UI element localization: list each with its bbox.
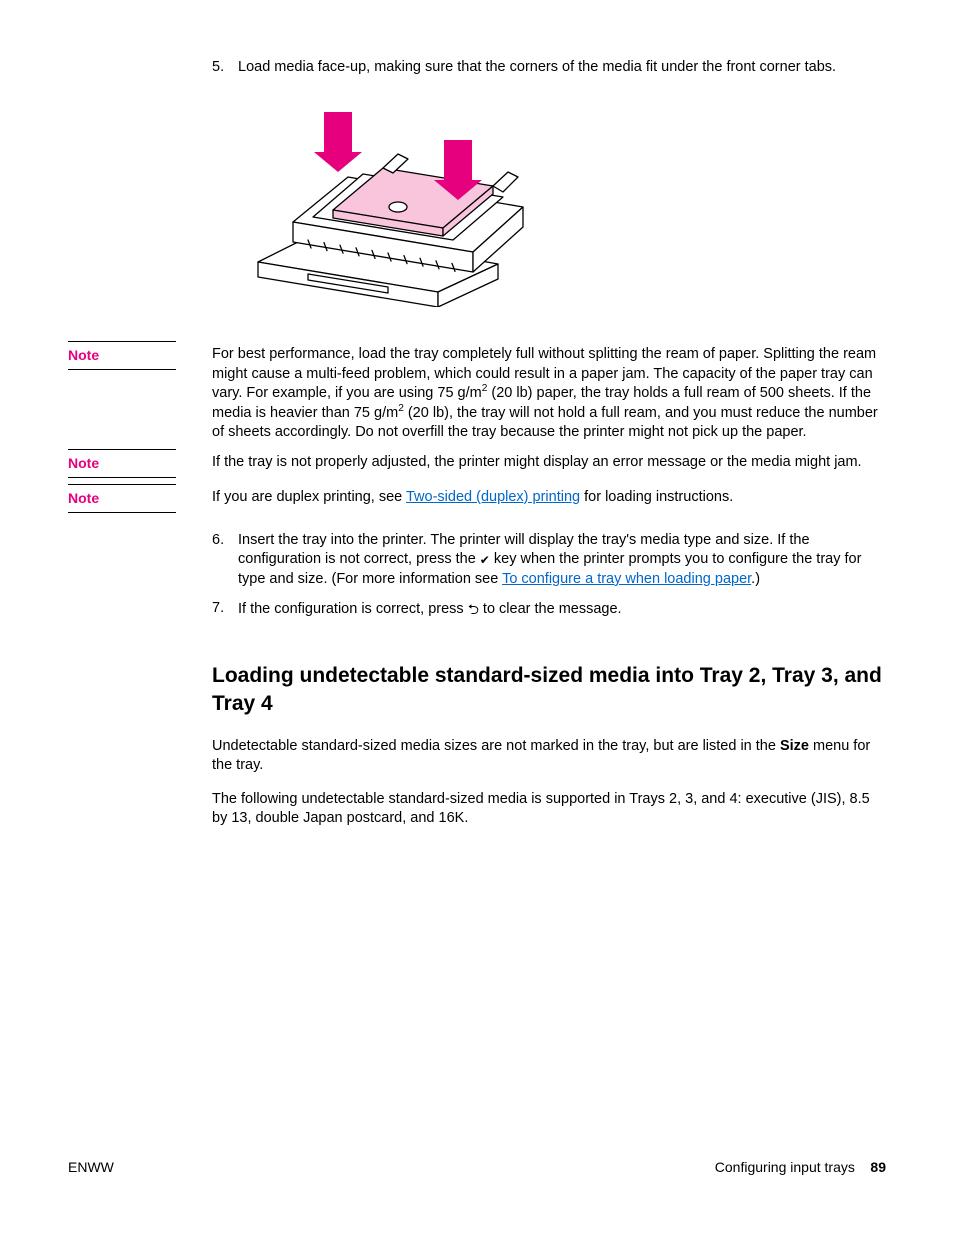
note-label: Note [68,342,99,369]
notes-section: Note For best performance, load the tray … [68,341,886,513]
tray-diagram [238,92,886,314]
duplex-printing-link[interactable]: Two-sided (duplex) printing [406,489,580,505]
step-7-number: 7. [212,599,238,620]
note-body: If you are duplex printing, see Two-side… [212,484,886,513]
step-7: 7. If the configuration is correct, pres… [212,599,886,620]
footer-right: Configuring input trays 89 [715,1158,886,1177]
page: 5. Load media face-up, making sure that … [0,0,954,829]
step-7-text: If the configuration is correct, press ⮌… [238,599,886,620]
back-icon: ⮌ [468,601,479,617]
note-row: Note For best performance, load the tray … [68,341,886,443]
paragraph-2: The following undetectable standard-size… [212,790,886,829]
page-footer: ENWW Configuring input trays 89 [68,1158,886,1177]
configure-tray-link[interactable]: To configure a tray when loading paper [502,571,751,587]
step-5-text: Load media face-up, making sure that the… [238,58,886,78]
note-label: Note [68,450,99,477]
note-row: Note If the tray is not properly adjusted… [68,449,886,478]
step-6: 6. Insert the tray into the printer. The… [212,531,886,620]
section: Loading undetectable standard-sized medi… [212,662,886,829]
paragraph-1: Undetectable standard-sized media sizes … [212,737,886,776]
note-label: Note [68,485,99,512]
step-6-number: 6. [212,531,238,590]
note-body: If the tray is not properly adjusted, th… [212,449,886,478]
note-body: For best performance, load the tray comp… [212,341,886,443]
section-heading: Loading undetectable standard-sized medi… [212,662,886,719]
footer-left: ENWW [68,1158,114,1177]
check-icon: ✔ [480,553,490,567]
note-row: Note If you are duplex printing, see Two-… [68,484,886,513]
step-6-text: Insert the tray into the printer. The pr… [238,531,886,590]
step-5: 5. Load media face-up, making sure that … [212,58,886,313]
step-5-number: 5. [212,58,238,78]
